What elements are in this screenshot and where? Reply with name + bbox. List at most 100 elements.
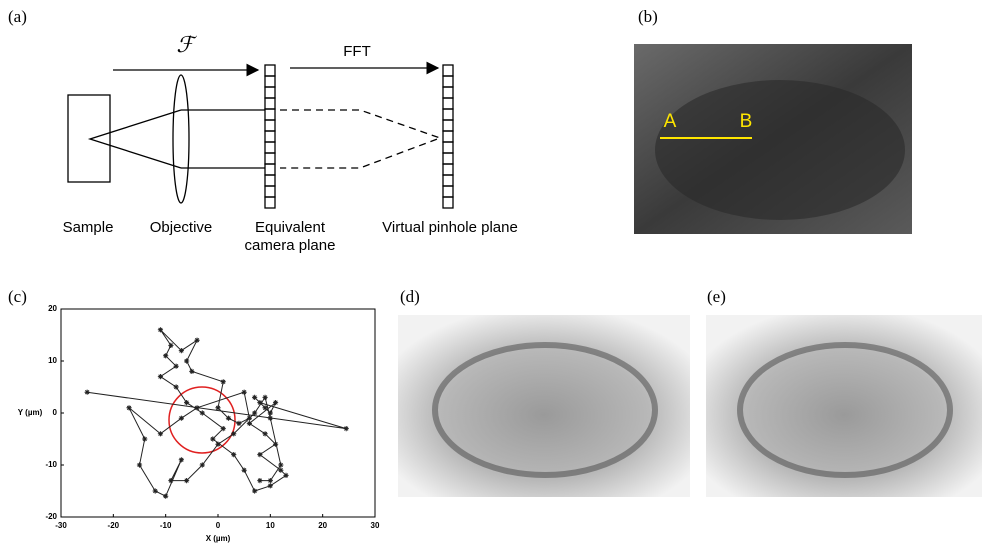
panel-label: (e) xyxy=(707,287,726,306)
point-marker xyxy=(257,478,262,483)
pixel-cell xyxy=(443,109,453,120)
point-marker xyxy=(210,436,215,441)
pixel-cell xyxy=(265,186,275,197)
point-marker xyxy=(247,416,252,421)
point-marker xyxy=(85,390,90,395)
fourier-symbol: ℱ xyxy=(176,33,197,58)
point-marker xyxy=(252,395,257,400)
point-marker xyxy=(142,436,147,441)
pixel-cell xyxy=(265,87,275,98)
panel-label: (c) xyxy=(8,287,27,306)
pixel-cell xyxy=(265,142,275,153)
sample-image xyxy=(655,80,905,220)
point-marker xyxy=(278,462,283,467)
pixel-cell xyxy=(265,120,275,131)
point-marker xyxy=(273,442,278,447)
camera-label: Equivalent xyxy=(255,219,326,236)
y-tick-label: -10 xyxy=(45,460,57,469)
pixel-cell xyxy=(443,98,453,109)
point-marker xyxy=(257,400,262,405)
point-marker xyxy=(174,384,179,389)
point-marker xyxy=(268,478,273,483)
pixel-cell xyxy=(265,175,275,186)
point-marker xyxy=(200,410,205,415)
pixel-cell xyxy=(265,65,275,76)
point-marker xyxy=(179,457,184,462)
point-marker xyxy=(231,431,236,436)
pixel-cell xyxy=(443,175,453,186)
panel-label: (a) xyxy=(8,7,27,26)
point-marker xyxy=(263,395,268,400)
point-marker xyxy=(273,400,278,405)
point-marker xyxy=(221,379,226,384)
y-tick-label: 0 xyxy=(53,408,58,417)
point-marker xyxy=(221,426,226,431)
point-marker xyxy=(184,478,189,483)
point-marker xyxy=(242,468,247,473)
point-marker xyxy=(189,369,194,374)
point-marker xyxy=(344,426,349,431)
point-marker xyxy=(174,364,179,369)
pixel-cell xyxy=(265,76,275,87)
y-tick-label: -20 xyxy=(45,512,57,521)
point-marker xyxy=(247,421,252,426)
point-marker xyxy=(163,494,168,499)
point-marker xyxy=(179,348,184,353)
point-marker xyxy=(200,462,205,467)
point-marker xyxy=(226,416,231,421)
figure: (a) (b) (c) (d) (e) ℱ FFT Sample Objecti… xyxy=(0,0,984,546)
pixel-cell xyxy=(265,153,275,164)
point-marker xyxy=(194,405,199,410)
pixel-cell xyxy=(443,197,453,208)
x-tick-label: -20 xyxy=(108,521,120,530)
y-tick-label: 10 xyxy=(48,356,57,365)
point-marker xyxy=(263,431,268,436)
pixel-cell xyxy=(265,197,275,208)
point-marker xyxy=(158,374,163,379)
pixel-cell xyxy=(443,142,453,153)
pixel-cell xyxy=(443,131,453,142)
x-tick-label: 20 xyxy=(318,521,327,530)
pixel-cell xyxy=(443,164,453,175)
panel-label: (d) xyxy=(400,287,420,306)
point-marker xyxy=(215,442,220,447)
pixel-cell xyxy=(265,98,275,109)
point-marker xyxy=(257,452,262,457)
point-label: A xyxy=(664,111,677,132)
point-marker xyxy=(252,488,257,493)
pixel-cell xyxy=(443,153,453,164)
pinhole-label: Virtual pinhole plane xyxy=(382,219,518,236)
point-marker xyxy=(184,400,189,405)
point-marker xyxy=(163,353,168,358)
x-axis-label: X (µm) xyxy=(206,534,231,543)
panel-label: (b) xyxy=(638,7,658,26)
x-tick-label: -10 xyxy=(160,521,172,530)
point-marker xyxy=(268,416,273,421)
point-label: B xyxy=(740,111,753,132)
plot-frame xyxy=(61,309,375,517)
point-marker xyxy=(236,421,241,426)
point-marker xyxy=(179,416,184,421)
point-marker xyxy=(268,483,273,488)
point-marker xyxy=(215,405,220,410)
y-tick-label: 20 xyxy=(48,304,57,313)
trajectory xyxy=(87,330,346,496)
pixel-cell xyxy=(443,120,453,131)
pixel-cell xyxy=(443,76,453,87)
point-marker xyxy=(168,343,173,348)
point-marker xyxy=(184,358,189,363)
x-tick-label: -30 xyxy=(55,521,67,530)
point-marker xyxy=(242,390,247,395)
y-axis-label: Y (µm) xyxy=(18,408,43,417)
fft-label: FFT xyxy=(343,43,371,60)
point-marker xyxy=(263,405,268,410)
point-marker xyxy=(168,478,173,483)
pixel-cell xyxy=(265,164,275,175)
pixel-cell xyxy=(265,131,275,142)
point-marker xyxy=(278,468,283,473)
pixel-cell xyxy=(443,186,453,197)
point-marker xyxy=(137,462,142,467)
sample-label: Sample xyxy=(63,219,114,236)
pixel-cell xyxy=(265,109,275,120)
point-marker xyxy=(268,410,273,415)
